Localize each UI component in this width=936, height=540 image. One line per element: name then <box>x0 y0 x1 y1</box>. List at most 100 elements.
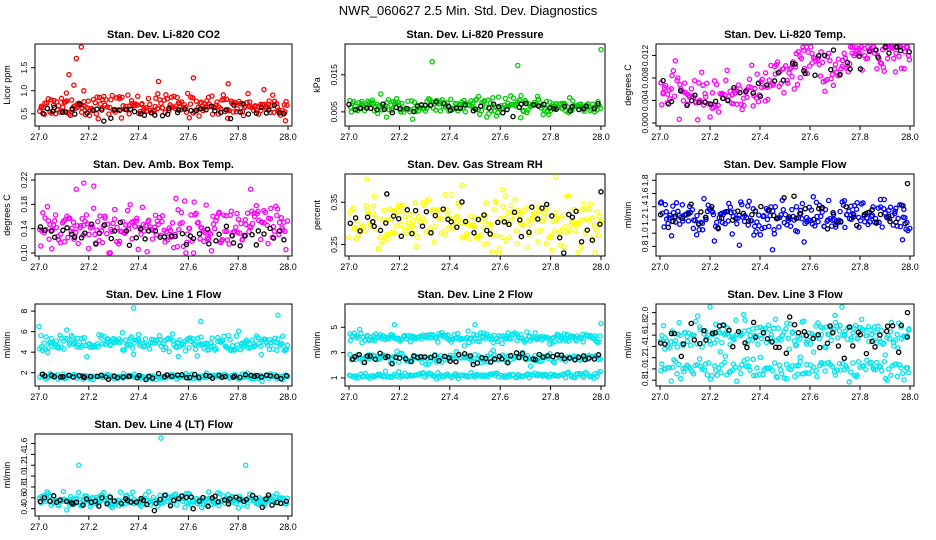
data-point <box>224 115 231 121</box>
outlier-point <box>81 180 87 186</box>
data-point <box>869 206 875 213</box>
data-point <box>699 220 706 226</box>
data-point <box>709 203 715 210</box>
data-point <box>221 497 228 503</box>
data-point <box>527 363 534 369</box>
data-point <box>805 337 811 343</box>
data-point <box>802 70 808 77</box>
data-point <box>850 343 856 349</box>
data-point <box>473 332 480 339</box>
data-point <box>81 374 88 381</box>
data-point <box>253 202 260 209</box>
data-point <box>592 333 598 339</box>
data-point <box>718 370 724 376</box>
data-point <box>380 101 386 107</box>
series-reference <box>37 492 290 514</box>
data-point <box>196 231 203 237</box>
data-point <box>38 332 44 339</box>
data-point <box>236 230 243 236</box>
data-point <box>258 374 265 380</box>
data-point <box>679 202 686 208</box>
x-tick-label: 28.0 <box>592 392 610 402</box>
data-point <box>526 374 533 381</box>
data-point <box>869 338 875 345</box>
x-tick-label: 27.4 <box>130 522 148 532</box>
data-point <box>352 354 358 360</box>
data-point <box>154 105 161 112</box>
data-point <box>549 247 555 253</box>
data-point <box>819 204 826 211</box>
data-point <box>884 323 891 329</box>
data-point <box>128 499 134 505</box>
data-point <box>167 503 174 509</box>
data-point <box>893 50 899 56</box>
x-tick-label: 27.6 <box>491 392 509 402</box>
outlier-point <box>78 44 85 50</box>
data-point <box>698 363 704 370</box>
data-point <box>164 237 171 243</box>
data-point <box>481 330 487 336</box>
data-point <box>464 231 470 237</box>
data-point <box>398 109 404 115</box>
data-point <box>423 361 429 368</box>
y-tick-label: 0.005 <box>329 101 339 123</box>
data-point <box>284 342 291 349</box>
data-point <box>60 227 66 234</box>
data-point <box>875 323 881 329</box>
data-point <box>276 219 283 226</box>
data-point <box>229 233 235 239</box>
plot-frame <box>344 303 606 387</box>
data-point <box>395 207 401 214</box>
data-point <box>744 94 750 101</box>
data-point <box>877 211 884 218</box>
data-point <box>707 101 714 107</box>
data-point <box>110 220 116 227</box>
data-point <box>351 98 357 105</box>
data-point <box>468 213 474 220</box>
data-point <box>120 218 126 225</box>
data-point <box>414 354 421 361</box>
y-tick-label: 0.012 <box>640 45 650 67</box>
data-point <box>98 332 105 339</box>
series-reference <box>40 101 287 124</box>
data-point <box>797 210 804 217</box>
data-point <box>77 101 83 107</box>
data-point <box>362 228 368 234</box>
chart-sampleflow: Stan. Dev. Sample Flow ml/min 27.0 27.2 27.4… <box>623 159 919 272</box>
data-point <box>776 224 782 230</box>
data-point <box>60 374 66 380</box>
data-point <box>454 224 460 230</box>
data-point <box>561 244 567 250</box>
data-point <box>895 345 901 351</box>
data-point <box>687 342 694 349</box>
data-point <box>99 239 106 246</box>
data-point <box>95 343 102 350</box>
data-point <box>556 234 563 241</box>
data-point <box>44 349 51 356</box>
data-point <box>488 221 494 228</box>
data-point <box>766 326 773 332</box>
data-point <box>478 107 485 114</box>
outlier-point <box>363 176 370 182</box>
x-tick-label: 27.4 <box>130 132 148 142</box>
data-point <box>720 95 726 102</box>
data-point <box>243 496 250 503</box>
data-point <box>447 358 453 364</box>
data-point <box>499 356 505 362</box>
data-point <box>346 234 352 241</box>
data-point <box>377 234 384 241</box>
data-point <box>825 197 832 204</box>
data-point <box>766 223 772 230</box>
y-tick-label: 0.015 <box>329 64 339 86</box>
data-point <box>66 372 72 379</box>
data-point <box>274 212 280 219</box>
data-point <box>267 216 274 222</box>
data-point <box>701 327 707 334</box>
data-point <box>878 367 885 374</box>
data-point <box>799 215 805 222</box>
data-point <box>825 50 832 57</box>
data-point <box>81 98 87 105</box>
data-point <box>756 371 763 378</box>
data-point <box>704 80 710 86</box>
data-point <box>680 365 686 372</box>
